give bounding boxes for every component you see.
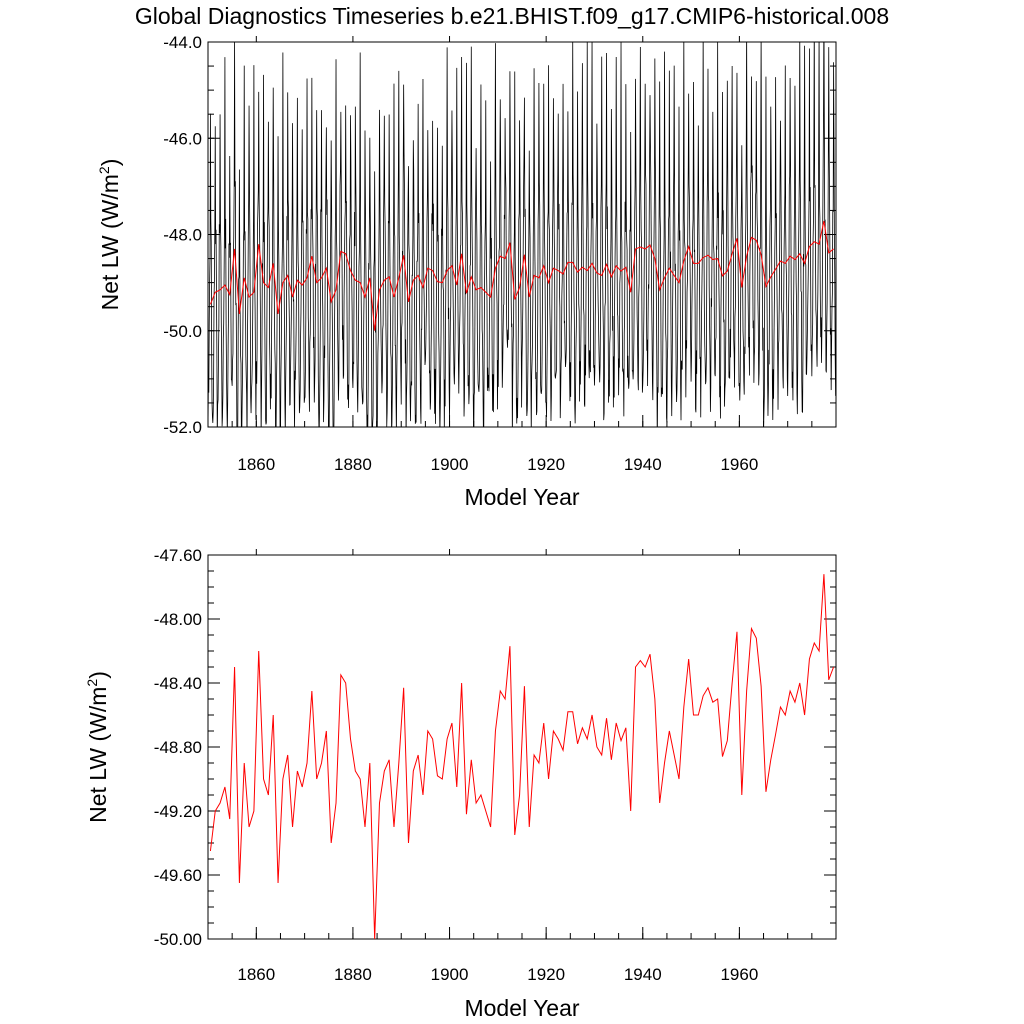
y-tick-label: -44.0 bbox=[163, 33, 202, 52]
x-tick-label: 1920 bbox=[527, 455, 565, 474]
y-tick-label: -48.0 bbox=[163, 226, 202, 245]
chart-title: Global Diagnostics Timeseries b.e21.BHIS… bbox=[135, 3, 889, 29]
y-axis-label: Net LW (W/m2) bbox=[96, 159, 123, 311]
y-tick-label: -48.80 bbox=[154, 738, 202, 757]
x-tick-label: 1940 bbox=[624, 965, 662, 984]
y-axis-label: Net LW (W/m2) bbox=[84, 671, 111, 823]
chart-annual: -50.00 -49.60 -49.20 -48.80 -48.40 -48.00 -47.… bbox=[84, 546, 837, 1021]
series-line-monthly bbox=[208, 42, 836, 427]
y-tick-label: -50.00 bbox=[154, 930, 202, 949]
x-axis-label: Model Year bbox=[464, 995, 579, 1021]
y-tick-label: -52.0 bbox=[163, 418, 202, 437]
x-tick-label: 1940 bbox=[624, 455, 662, 474]
y-tick-label: -46.0 bbox=[163, 129, 202, 148]
chart-monthly-and-annual: -52.0 -50.0 -48.0 -46.0 -44.0 1860 1880 1900 192… bbox=[96, 33, 837, 510]
x-tick-label: 1860 bbox=[237, 965, 275, 984]
x-axis-label: Model Year bbox=[464, 484, 579, 510]
y-tick-label: -48.40 bbox=[154, 674, 202, 693]
x-tick-label: 1880 bbox=[334, 965, 372, 984]
y-tick-label: -50.0 bbox=[163, 322, 202, 341]
x-tick-label: 1960 bbox=[720, 455, 758, 474]
x-tick-label: 1960 bbox=[720, 965, 758, 984]
y-tick-label: -49.20 bbox=[154, 802, 202, 821]
x-tick-label: 1880 bbox=[334, 455, 372, 474]
y-tick-label: -48.00 bbox=[154, 610, 202, 629]
series-line-annual-mean bbox=[209, 574, 835, 939]
x-tick-label: 1900 bbox=[431, 455, 469, 474]
series-line-annual-mean bbox=[209, 220, 834, 331]
y-tick-label: -47.60 bbox=[154, 546, 202, 565]
x-tick-label: 1900 bbox=[431, 965, 469, 984]
y-tick-label: -49.60 bbox=[154, 866, 202, 885]
x-tick-label: 1920 bbox=[527, 965, 565, 984]
x-tick-label: 1860 bbox=[237, 455, 275, 474]
